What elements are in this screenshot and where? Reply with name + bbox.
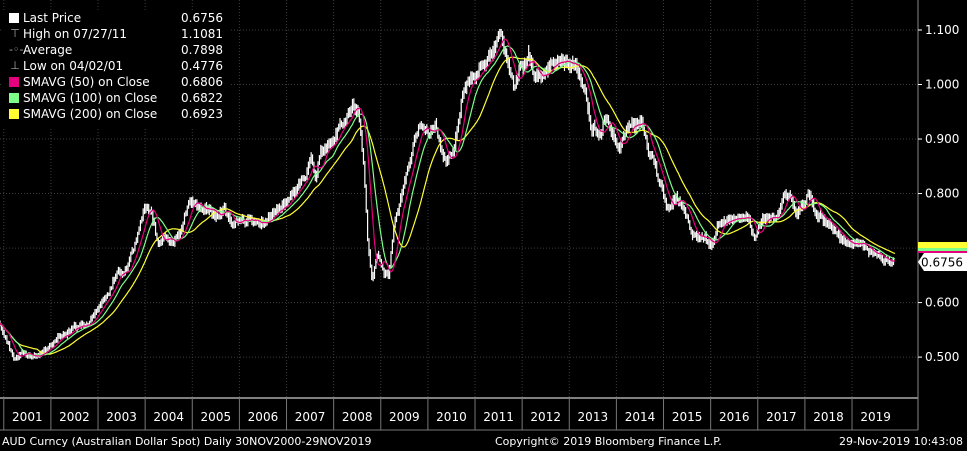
legend-label: High on 07/27/11 <box>23 27 128 41</box>
legend-value: 0.7898 <box>181 43 223 57</box>
y-tick-label: 1.000 <box>925 78 959 92</box>
y-tick-label: 0.500 <box>925 350 959 364</box>
legend-high: ⊤ High on 07/27/11 1.1081 <box>2 26 229 42</box>
x-tick-label: 2004 <box>153 410 184 424</box>
sma200-tag <box>918 242 967 248</box>
x-tick-label: 2017 <box>766 410 797 424</box>
average-marker-icon: -◦- <box>9 43 24 56</box>
x-axis-ticks: 2001 2002 2003 2004 2005 2006 2007 2008 2009 2010… <box>3 0 919 430</box>
magenta-square-icon <box>9 77 19 87</box>
legend-average: -◦- Average 0.7898 <box>2 42 229 58</box>
legend-label: Last Price <box>23 11 82 25</box>
last-value-tags: 0.6756 <box>918 242 967 271</box>
legend-value: 1.1081 <box>181 27 223 41</box>
legend-label: SMAVG (200) on Close <box>23 107 158 121</box>
moving-average-series <box>0 38 896 357</box>
x-tick-label: 2015 <box>672 410 703 424</box>
legend-last-price: Last Price 0.6756 <box>2 10 229 26</box>
x-tick-label: 2012 <box>530 410 561 424</box>
x-tick-label: 2016 <box>719 410 750 424</box>
x-tick-label: 2005 <box>201 410 232 424</box>
low-marker-icon: ⊥ <box>10 59 20 72</box>
legend: Last Price 0.6756 ⊤ High on 07/27/11 1.1… <box>2 10 229 127</box>
high-marker-icon: ⊤ <box>10 27 20 40</box>
x-tick-label: 2003 <box>106 410 137 424</box>
x-tick-label: 2019 <box>860 410 891 424</box>
legend-label: SMAVG (50) on Close <box>23 75 150 89</box>
sma50-tag <box>918 251 967 253</box>
legend-sma100: SMAVG (100) on Close 0.6822 <box>2 90 229 106</box>
sma-line <box>0 38 896 357</box>
x-tick-label: 2014 <box>625 410 656 424</box>
y-tick-label: 0.800 <box>925 187 959 201</box>
legend-value: 0.4776 <box>181 59 223 73</box>
x-tick-label: 2008 <box>342 410 373 424</box>
y-tick-label: 1.100 <box>925 23 959 37</box>
white-square-icon <box>9 13 19 23</box>
legend-label: Average <box>23 43 73 57</box>
y-tick-label: 0.600 <box>925 296 959 310</box>
legend-label: SMAVG (100) on Close <box>23 91 158 105</box>
x-tick-label: 2009 <box>389 410 420 424</box>
x-tick-label: 2018 <box>813 410 844 424</box>
x-tick-label: 2002 <box>59 410 90 424</box>
last-price-tag: 0.6756 <box>921 256 963 270</box>
legend-sma50: SMAVG (50) on Close 0.6806 <box>2 74 229 90</box>
sma100-tag <box>918 248 967 251</box>
x-tick-label: 2001 <box>12 410 43 424</box>
yellow-square-icon <box>9 109 19 119</box>
last-price-tag-box <box>918 253 967 271</box>
sma-line <box>0 56 896 355</box>
legend-sma200: SMAVG (200) on Close 0.6923 <box>2 106 229 122</box>
x-tick-label: 2006 <box>248 410 279 424</box>
legend-label: Low on 04/02/01 <box>23 59 124 73</box>
x-tick-label: 2010 <box>436 410 467 424</box>
x-tick-label: 2011 <box>483 410 514 424</box>
x-tick-label: 2013 <box>578 410 609 424</box>
legend-value: 0.6822 <box>181 91 223 105</box>
green-square-icon <box>9 93 19 103</box>
legend-value: 0.6923 <box>181 107 223 121</box>
legend-value: 0.6756 <box>181 11 223 25</box>
y-tick-label: 0.900 <box>925 132 959 146</box>
footer-timestamp: 29-Nov-2019 10:43:08 <box>838 435 963 448</box>
footer-copyright: Copyright© 2019 Bloomberg Finance L.P. <box>495 435 722 448</box>
footer-ticker: AUD Curncy (Australian Dollar Spot) Dail… <box>2 435 372 448</box>
x-tick-label: 2007 <box>295 410 326 424</box>
legend-value: 0.6806 <box>181 75 223 89</box>
legend-low: ⊥ Low on 04/02/01 0.4776 <box>2 58 229 74</box>
